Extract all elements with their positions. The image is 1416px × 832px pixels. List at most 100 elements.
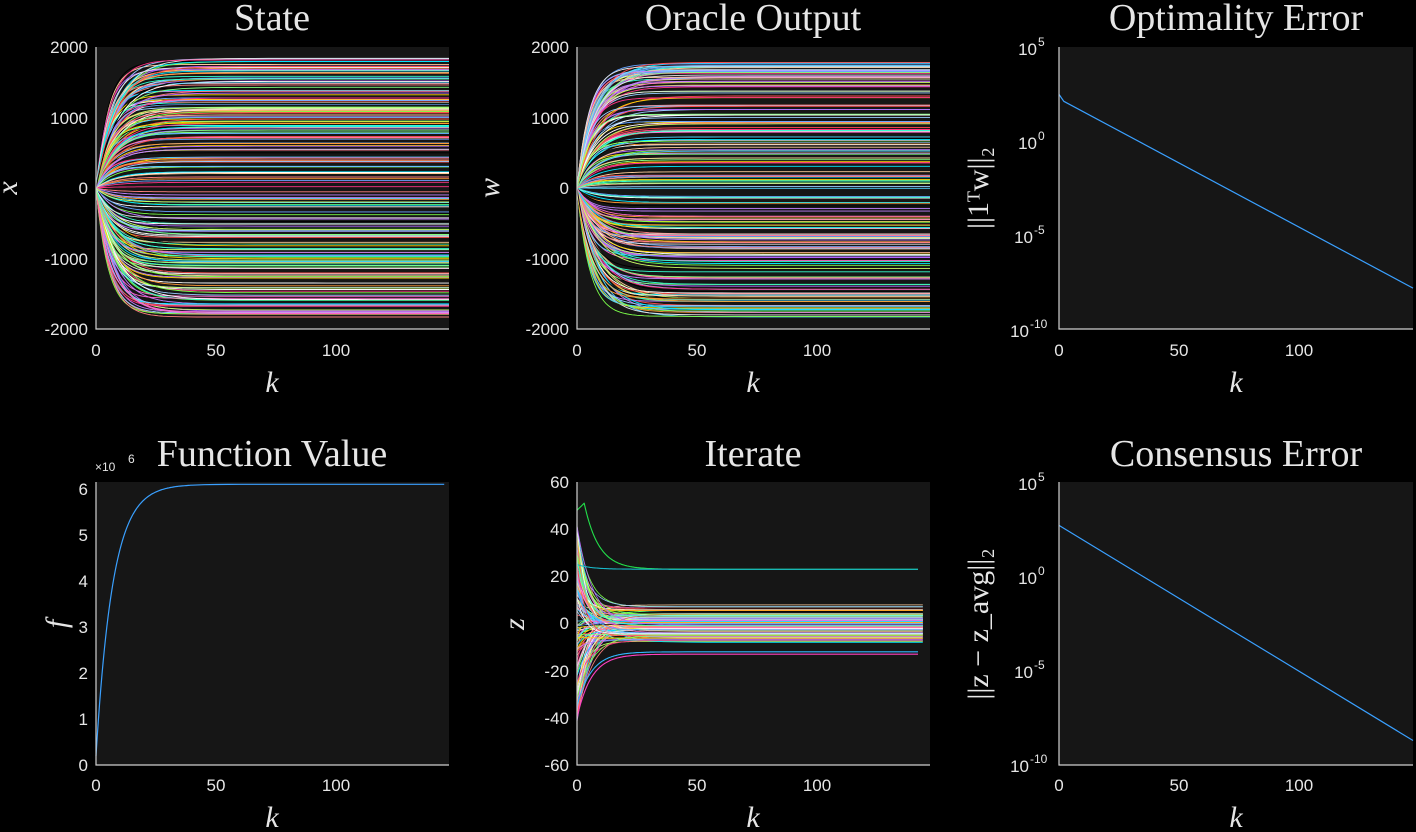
state-series-line [95, 187, 449, 206]
state-series-line [95, 187, 449, 245]
function-multiplier-base: ×10 [95, 460, 116, 474]
state-series-line [95, 173, 449, 189]
oracle-series-line [576, 159, 930, 189]
state-series-line [95, 187, 449, 213]
function-multiplier-exp: 6 [128, 452, 135, 466]
state-series-line [95, 111, 449, 189]
optimality-ylabel: ||1ᵀw||₂ [962, 147, 995, 229]
state-series-line [95, 58, 449, 189]
state-series-line [95, 160, 449, 189]
consensus-xtick: 100 [1285, 776, 1313, 795]
oracle-series-line [576, 63, 930, 189]
oracle-series-line [576, 186, 930, 189]
oracle-xlabel: k [746, 366, 760, 399]
oracle-series-line [576, 187, 930, 280]
oracle-xtick: 50 [688, 341, 707, 360]
oracle-series-line [576, 187, 930, 204]
oracle-series-line [576, 187, 930, 237]
state-ylabel: x [0, 181, 24, 196]
oracle-series-line [576, 187, 930, 269]
consensus-ytick-base: 10 [1010, 757, 1029, 776]
state-axes [95, 47, 449, 330]
state-series-line [95, 63, 449, 189]
state-series-line [95, 181, 449, 189]
optimality-xtick: 100 [1285, 341, 1313, 360]
state-series-line [95, 187, 449, 264]
state-series-line [95, 67, 449, 189]
oracle-series-line [576, 187, 930, 212]
optimality-series-group [1058, 94, 1414, 289]
oracle-series-line [576, 179, 930, 189]
state-ytick: 0 [79, 179, 88, 198]
consensus-axes [1058, 482, 1413, 766]
state-series-line [95, 187, 449, 278]
function-ytick: 6 [79, 480, 88, 499]
oracle-series-line [576, 180, 930, 189]
state-series-line [95, 92, 449, 189]
optimality-ytick-base: 10 [1014, 228, 1033, 247]
state-series-line [95, 187, 449, 200]
state-ytick: -1000 [45, 250, 88, 269]
state-series-line [95, 103, 449, 189]
state-series-line [95, 116, 449, 189]
state-series-line [95, 129, 449, 189]
state-series-line [95, 114, 449, 189]
oracle-series-line [576, 113, 930, 189]
panel-optimality-error: Optimality Error 10 5 10 0 10 -5 10 -10 … [962, 0, 1414, 399]
oracle-series-line [576, 187, 930, 308]
iterate-axes [576, 482, 930, 766]
oracle-series-line [576, 187, 930, 217]
state-series-line [95, 83, 449, 189]
oracle-series-line [576, 187, 930, 311]
state-series-line [95, 187, 449, 250]
iterate-ytick: 60 [550, 473, 569, 492]
state-series-line [95, 187, 449, 267]
oracle-series-line [576, 157, 930, 189]
state-series-line [95, 187, 449, 219]
oracle-series-line [576, 187, 930, 207]
state-series-line [95, 156, 449, 189]
state-series-line [95, 125, 449, 189]
iterate-series-line [576, 638, 923, 650]
optimality-ytick-base: 10 [1010, 322, 1029, 341]
state-series-line [95, 66, 449, 189]
iterate-ylabel: z [498, 618, 531, 631]
state-series-line [95, 122, 449, 189]
iterate-series-line [576, 563, 923, 637]
optimality-ytick-exp: -10 [1030, 317, 1048, 331]
state-series-line [95, 187, 449, 306]
oracle-series-line [576, 187, 930, 245]
oracle-series-line [576, 187, 930, 248]
state-series-line [95, 136, 449, 189]
oracle-series-line [576, 62, 930, 189]
state-series-line [95, 187, 449, 203]
oracle-series-line [576, 90, 930, 189]
state-xtick: 0 [91, 341, 100, 360]
iterate-title: Iterate [704, 433, 801, 475]
iterate-series-line [576, 535, 923, 624]
oracle-series-line [576, 105, 930, 189]
oracle-ytick: -1000 [526, 250, 569, 269]
consensus-ytick-base: 10 [1014, 663, 1033, 682]
function-xlabel: k [265, 801, 279, 832]
state-ytick: 1000 [50, 109, 88, 128]
oracle-series-line [576, 138, 930, 189]
iterate-highlight-line [576, 653, 918, 718]
state-series-line [95, 187, 449, 223]
state-series-line [95, 187, 449, 196]
oracle-ytick: 2000 [531, 38, 569, 57]
state-series-line [95, 186, 449, 189]
oracle-series-line [576, 187, 930, 309]
function-ytick: 4 [79, 572, 88, 591]
oracle-series-line [576, 187, 930, 262]
panel-oracle-output: Oracle Output 2000 1000 0 -1000 -2000 0 … [473, 0, 930, 399]
oracle-series-line [576, 70, 930, 189]
oracle-series-line [576, 136, 930, 189]
state-series-line [95, 187, 449, 257]
state-ytick: -2000 [45, 320, 88, 339]
oracle-series-line [576, 187, 930, 273]
iterate-series-line [576, 636, 923, 639]
iterate-xtick: 0 [572, 776, 581, 795]
state-series-line [95, 135, 449, 189]
state-series-line [95, 87, 449, 189]
